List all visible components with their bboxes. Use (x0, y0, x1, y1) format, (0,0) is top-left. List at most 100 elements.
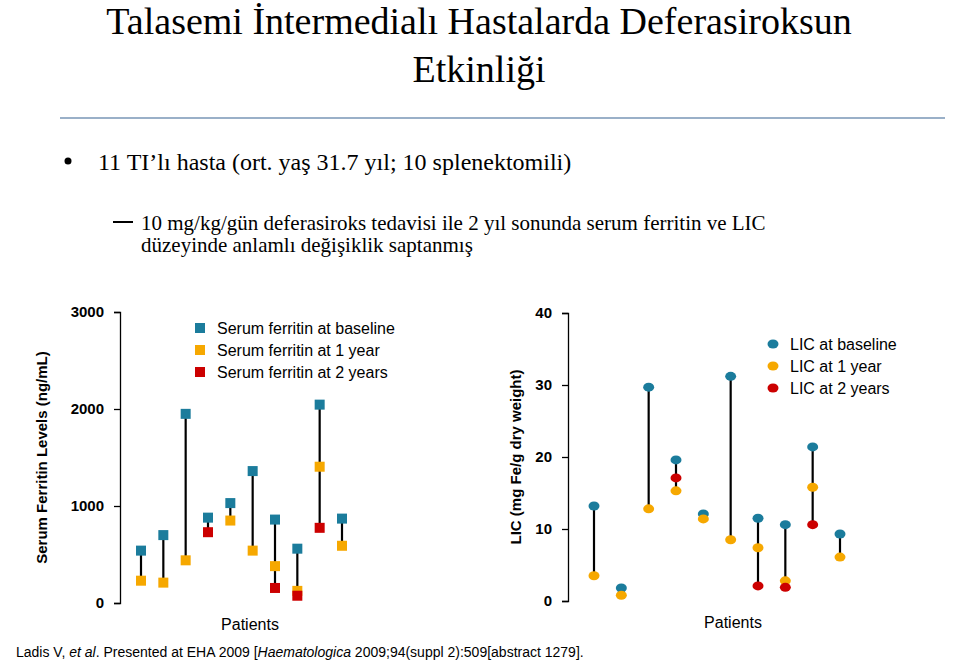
data-point (158, 578, 168, 588)
y-tick-mark (562, 529, 568, 530)
y-tick-label: 10 (535, 520, 552, 537)
data-point (807, 442, 818, 451)
legend-marker (768, 340, 779, 349)
y-tick-mark (114, 312, 120, 313)
data-point (616, 591, 627, 600)
y-tick: 20 (535, 448, 568, 465)
legend-label: Serum ferritin at 2 years (217, 364, 388, 381)
data-point (181, 409, 191, 419)
stem (648, 387, 650, 509)
data-point (725, 535, 736, 544)
y-axis-line (562, 314, 569, 602)
legend-marker (768, 384, 779, 393)
data-point (270, 561, 280, 571)
y-tick: 30 (535, 376, 568, 393)
source-part: et al (69, 644, 96, 660)
y-tick-label: 0 (544, 592, 552, 609)
y-tick-mark (562, 601, 568, 602)
data-point (181, 555, 191, 565)
stem (185, 414, 187, 560)
legend: Serum ferritin at baseline Serum ferritin… (195, 320, 395, 381)
data-point (203, 513, 213, 523)
y-tick: 10 (535, 520, 568, 537)
y-tick: 2000 (71, 400, 120, 417)
plot-area (136, 400, 347, 601)
y-tick: 40 (535, 304, 568, 321)
slide: Talasemi İntermedialı Hastalarda Deferas… (0, 0, 959, 662)
legend-label: LIC at 2 years (790, 380, 890, 397)
data-point (671, 473, 682, 482)
y-tick-mark (562, 385, 568, 386)
sub-bullet: 10 mg/kg/gün deferasiroks tedavisi ile 2… (141, 211, 766, 235)
y-axis-title: LIC (mg Fe/g dry weight) (507, 369, 524, 544)
data-point (136, 546, 146, 556)
title-rule (60, 117, 945, 119)
legend-label: LIC at baseline (790, 336, 897, 353)
data-point (698, 514, 709, 523)
data-point (753, 581, 764, 590)
legend-label: LIC at 1 year (790, 358, 882, 375)
y-tick: 1000 (71, 497, 120, 514)
slide-title: Talasemi İntermedialı Hastalarda Deferas… (106, 0, 851, 42)
data-point (158, 530, 168, 540)
stem (730, 376, 732, 539)
data-point (136, 576, 146, 586)
data-point (589, 571, 600, 580)
data-point (835, 553, 846, 562)
data-point (753, 543, 764, 552)
y-tick: 0 (96, 594, 120, 611)
source-part: Ladis V, (16, 644, 69, 660)
y-tick-mark (562, 313, 568, 314)
data-point (780, 520, 791, 529)
y-axis-line (114, 313, 121, 604)
y-tick-label: 30 (535, 376, 552, 393)
legend-marker (768, 362, 779, 371)
data-point (643, 383, 654, 392)
stem (593, 506, 595, 576)
y-axis: 0 1000 2000 3000 (71, 303, 121, 611)
y-tick-label: 1000 (71, 497, 104, 514)
y-tick-mark (114, 409, 120, 410)
y-tick-label: 2000 (71, 400, 104, 417)
data-point (780, 583, 791, 592)
y-tick-label: 3000 (71, 303, 104, 320)
data-point (589, 501, 600, 510)
data-point (337, 541, 347, 551)
stem (252, 471, 254, 551)
data-point (315, 523, 325, 533)
slide-title: Etkinliği (413, 48, 546, 90)
y-axis: 0 10 20 30 40 (535, 304, 568, 609)
data-point (753, 514, 764, 523)
data-point (225, 516, 235, 526)
data-point (292, 591, 302, 601)
chart: 0100020003000Serum Ferritin Levels (ng/m… (33, 303, 395, 633)
data-point (292, 544, 302, 554)
source: Ladis V, et al. Presented at EHA 2009 [H… (16, 644, 584, 660)
y-tick-mark (562, 457, 568, 458)
y-tick: 3000 (71, 303, 120, 320)
data-point (337, 514, 347, 524)
data-point (248, 546, 258, 556)
legend-label: Serum ferritin at baseline (217, 320, 395, 337)
legend-marker (195, 323, 205, 333)
y-tick-label: 20 (535, 448, 552, 465)
data-point (671, 455, 682, 464)
sub-bullet: düzeyinde anlamlı değişiklik saptanmış (141, 233, 473, 257)
data-point (270, 583, 280, 593)
legend-marker (195, 367, 205, 377)
source-part: 2009;94(suppl 2):509[abstract 1279]. (351, 644, 584, 660)
x-axis-title: Patients (221, 616, 279, 633)
data-point (725, 372, 736, 381)
y-tick: 0 (544, 592, 568, 609)
data-point (225, 498, 235, 508)
data-point (671, 486, 682, 495)
y-tick-mark (114, 603, 120, 604)
legend: LIC at baseline LIC at 1 year LIC at 2 yea… (768, 336, 897, 397)
source-part: . Presented at EHA 2009 [ (96, 644, 258, 660)
data-point (807, 483, 818, 492)
plot-area (589, 372, 846, 600)
sub-bullet-dash (113, 221, 133, 223)
y-tick-label: 0 (96, 594, 104, 611)
data-point (203, 527, 213, 537)
data-point (643, 504, 654, 513)
